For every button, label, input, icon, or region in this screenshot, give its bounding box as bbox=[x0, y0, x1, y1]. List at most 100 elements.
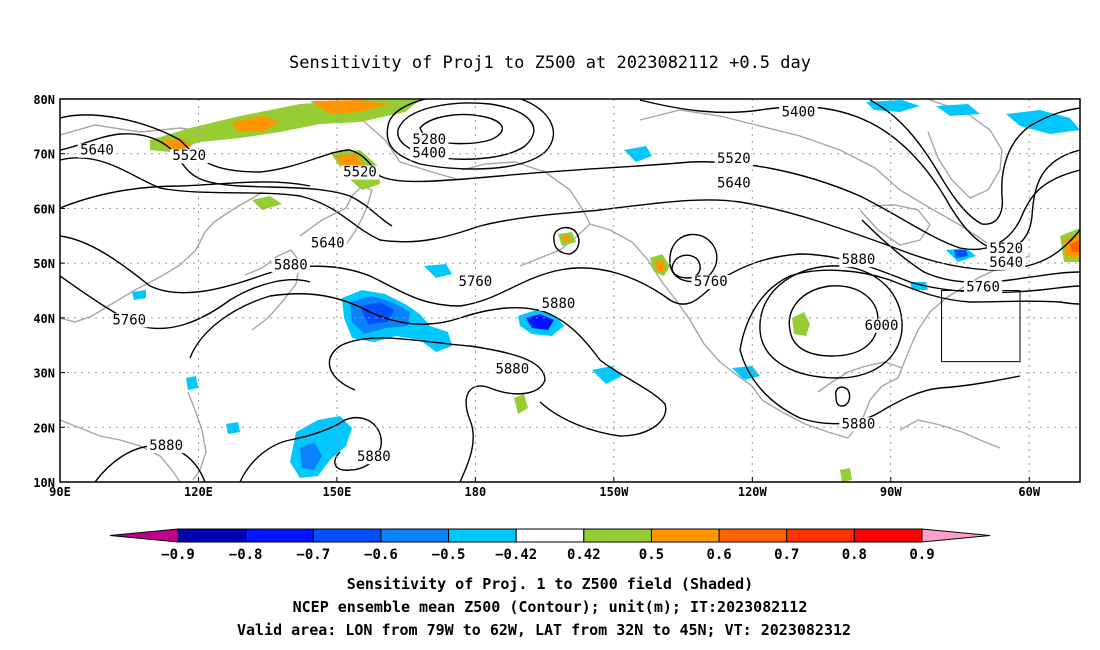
lon-label: 150E bbox=[322, 485, 351, 499]
contour-label: 5520 bbox=[717, 151, 751, 167]
colorbar-label: −0.5 bbox=[432, 547, 466, 563]
colorbar-swatch bbox=[786, 528, 855, 543]
contour-label: 5880 bbox=[274, 258, 308, 274]
shade-blue-aleutian bbox=[424, 264, 452, 278]
contour-label: 5280 bbox=[412, 132, 446, 148]
contour-label: 5520 bbox=[989, 241, 1023, 257]
contour-label-bg bbox=[493, 362, 532, 377]
contour-label-bg bbox=[170, 149, 209, 164]
contour-labels: 5640 552052805400552054005520564056405760… bbox=[77, 104, 1026, 465]
lon-label: 90W bbox=[880, 485, 902, 499]
lat-label: 30N bbox=[33, 367, 55, 381]
lat-label: 10N bbox=[33, 476, 55, 490]
contour-label: 5400 bbox=[782, 104, 816, 120]
lat-label: 80N bbox=[33, 93, 55, 107]
contour-label-bg bbox=[963, 280, 1003, 295]
shade-green-tropics bbox=[514, 394, 528, 414]
latitude-labels: 80N 70N 60N 50N 40N 30N 20N 10N bbox=[33, 93, 65, 490]
colorbar-label: 0.8 bbox=[842, 547, 867, 563]
contour-label: 5880 bbox=[149, 438, 183, 454]
contour-label: 5760 bbox=[966, 280, 1000, 296]
contour-label: 5760 bbox=[694, 274, 728, 290]
z500-contours bbox=[60, 99, 1080, 482]
shade-orange-siberia-1 bbox=[310, 100, 390, 114]
contour-label: 5880 bbox=[842, 416, 876, 432]
contour-label: 5880 bbox=[842, 252, 876, 268]
contour-label: 5520 bbox=[172, 148, 206, 164]
contour-label-bg bbox=[110, 313, 149, 328]
colorbar-swatch bbox=[312, 528, 382, 543]
colorbar-label: 0.7 bbox=[774, 547, 799, 563]
contour-label-bg bbox=[691, 275, 730, 290]
lon-label: 120E bbox=[184, 485, 213, 499]
contour-label-bg bbox=[410, 132, 449, 147]
contour-5880-wpac bbox=[239, 416, 382, 482]
contour-label-bg bbox=[354, 450, 394, 465]
lat-label: 60N bbox=[33, 202, 55, 216]
colorbar-label: −0.7 bbox=[296, 547, 330, 563]
shade-blue-east-asia-small bbox=[132, 290, 146, 300]
contour-5400-siberia bbox=[60, 133, 393, 227]
colorbar-swatch bbox=[718, 528, 788, 543]
colorbar-swatch bbox=[853, 528, 923, 543]
colorbar-label: −0.9 bbox=[161, 547, 195, 563]
map-title: Sensitivity of Proj1 to Z500 at 20230821… bbox=[289, 53, 811, 73]
contour-label-bg bbox=[779, 105, 818, 120]
colorbar-swatch bbox=[380, 528, 450, 543]
coastline-north-america-west bbox=[589, 223, 849, 439]
map-panel: 5640 552052805400552054005520564056405760… bbox=[59, 98, 1081, 483]
lon-label: 120W bbox=[738, 485, 768, 499]
shade-orange-alaska-small bbox=[562, 236, 570, 242]
contour-label-bg bbox=[410, 146, 449, 161]
colorbar bbox=[109, 528, 991, 543]
contour-label-bg bbox=[714, 151, 754, 166]
coastlines bbox=[60, 99, 1031, 482]
shade-blue-labrador-core bbox=[954, 250, 968, 258]
contour-label-bg bbox=[77, 143, 117, 158]
shade-red-atlantic bbox=[1070, 240, 1080, 252]
contour-5880-atlantic bbox=[739, 269, 1080, 351]
coastline-asia-east bbox=[60, 191, 263, 323]
contour-label-bg bbox=[308, 236, 347, 251]
contour-label-bg bbox=[862, 318, 901, 333]
shade-orange-siberia-2 bbox=[232, 116, 280, 132]
contour-label: 5760 bbox=[459, 274, 493, 290]
lat-label: 40N bbox=[33, 312, 55, 326]
shade-blue-bering bbox=[624, 146, 652, 162]
colorbar-label: 0.42 bbox=[567, 547, 601, 563]
caption-line-3: Valid area: LON from 79W to 62W, LAT fro… bbox=[237, 621, 851, 639]
contour-label-bg bbox=[986, 242, 1026, 257]
colorbar-swatch bbox=[515, 528, 585, 543]
contour-5640-a bbox=[60, 157, 1080, 271]
contour-label: 5640 bbox=[989, 255, 1023, 271]
colorbar-label: −0.42 bbox=[495, 547, 537, 563]
contour-5760-alaska bbox=[671, 254, 701, 279]
colorbar-swatch bbox=[650, 528, 720, 543]
contour-label-bg bbox=[146, 439, 186, 454]
contour-label: 6000 bbox=[865, 318, 899, 334]
colorbar-label: 0.5 bbox=[639, 547, 664, 563]
coastline-caribbean bbox=[899, 419, 1001, 449]
contour-5400-canada bbox=[639, 99, 1080, 251]
contour-label-bg bbox=[839, 253, 878, 268]
colorbar-label: 0.6 bbox=[706, 547, 731, 563]
shade-green-ne-asia bbox=[252, 196, 282, 210]
contour-label: 5520 bbox=[343, 165, 377, 181]
contour-label: 5400 bbox=[412, 145, 446, 161]
colorbar-labels: −0.9 −0.8 −0.7 −0.6 −0.5 −0.42 0.42 0.5 0.6 0.7 0.… bbox=[161, 547, 935, 563]
contour-5880-south bbox=[739, 349, 1021, 425]
contour-label-bg bbox=[340, 165, 380, 180]
contour-label: 5640 bbox=[717, 176, 751, 192]
colorbar-swatch bbox=[583, 528, 652, 543]
lat-label: 70N bbox=[33, 148, 55, 162]
contour-label: 5880 bbox=[357, 449, 391, 465]
contour-5520-polar bbox=[60, 114, 1080, 250]
lon-label: 150W bbox=[599, 485, 629, 499]
shade-blue-tropical-wpac-core bbox=[300, 442, 322, 470]
colorbar-swatch bbox=[448, 528, 517, 543]
contour-label-bg bbox=[539, 296, 578, 311]
contour-label: 5880 bbox=[495, 362, 529, 378]
contour-5640-aleutian bbox=[553, 226, 580, 255]
shade-blue-arctic-east bbox=[1006, 110, 1080, 134]
